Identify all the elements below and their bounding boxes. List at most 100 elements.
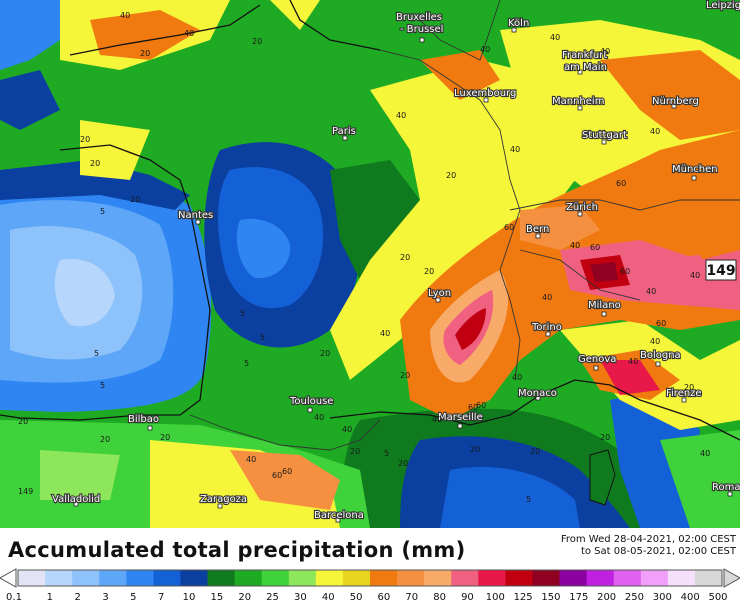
city-label: Bern (526, 224, 549, 235)
contour-label: 40 (184, 29, 194, 38)
legend-color-cell (505, 570, 533, 586)
legend-color-cell (532, 570, 560, 586)
city-label: Toulouse (289, 396, 333, 407)
country-borders (189, 0, 740, 451)
contour-label: 40 (550, 33, 560, 42)
legend-tick-label: 2 (74, 592, 81, 603)
city-label: Nantes (178, 210, 213, 221)
city-label: Zürich (566, 202, 598, 213)
contour-label: 60 (656, 319, 666, 328)
contour-label: 40 (650, 127, 660, 136)
contour-label: 60 (468, 403, 478, 412)
legend-color-cell (234, 570, 262, 586)
legend-tick-label: 0.1 (6, 592, 22, 603)
legend-tick-label: 40 (321, 592, 335, 603)
legend-color-cell (72, 570, 100, 586)
city-label: am Main (564, 62, 607, 73)
contour-label: 5 (384, 449, 389, 458)
contour-label: 40 (480, 45, 490, 54)
city-label: Paris (332, 126, 356, 137)
contour-label: 20 (350, 447, 360, 456)
contour-label: 5 (94, 349, 99, 358)
legend-color-cell (694, 570, 723, 586)
contour-label: 40 (512, 373, 522, 382)
contour-label: 40 (650, 337, 660, 346)
legend-color-cell (288, 570, 317, 586)
color-scale-labels: 0.1 1 2 3 5 7 10 15 20 25 30 40 50 60 70 80 90 100 125 150 1… (0, 592, 740, 608)
contour-label: 20 (100, 435, 110, 444)
legend-color-cell (207, 570, 235, 586)
legend-color-cell (451, 570, 479, 586)
contour-label: 60 (504, 223, 514, 232)
contour-label: 40 (314, 413, 324, 422)
city-label: Barcelona (314, 510, 364, 521)
contour-label: 40 (120, 11, 130, 20)
contour-label: 5 (100, 381, 105, 390)
city-labels: Bruxelles - Brussel Köln Leipzig Frankfu… (51, 0, 740, 522)
contour-label: 40 (570, 241, 580, 250)
contour-label: 40 (690, 271, 700, 280)
city-label: Nürnberg (652, 96, 699, 107)
legend-color-cell (667, 570, 696, 586)
legend-color-cell (613, 570, 642, 586)
legend-frame (17, 569, 723, 587)
contour-label: 20 (80, 135, 90, 144)
city-label: Stuttgart (582, 130, 627, 141)
legend-tick-label: 125 (513, 592, 533, 603)
legend-color-cell (261, 570, 290, 586)
contour-label: 20 (140, 49, 150, 58)
legend-tick-label: 25 (266, 592, 279, 603)
legend-tick-label: 1 (46, 592, 54, 603)
legend-color-cell (559, 570, 587, 586)
city-label: Firenze (666, 388, 702, 399)
contour-label: 40 (432, 415, 442, 424)
city-label: Torino (531, 322, 562, 333)
contour-label: 20 (320, 349, 330, 358)
contour-label: 40 (542, 293, 552, 302)
precipitation-map: Bruxelles - Brussel Köln Leipzig Frankfu… (0, 0, 740, 528)
legend-tick-label: 3 (102, 592, 109, 603)
contour-label: 60 (282, 467, 292, 476)
legend-color-cell (640, 570, 669, 586)
contour-label: 60 (616, 179, 626, 188)
contour-label: 60 (590, 243, 600, 252)
contour-label: 40 (628, 357, 638, 366)
atlantic-precip-field (0, 0, 212, 412)
legend-tick-label: 100 (485, 592, 505, 603)
contour-label: 5 (240, 309, 245, 318)
france-interior-field (204, 142, 420, 348)
legend-tick-label: 90 (461, 592, 474, 603)
city-label: Genova (578, 354, 616, 365)
contour-label: 60 (620, 267, 630, 276)
city-label: Milano (588, 300, 621, 311)
city-dots (73, 27, 733, 523)
contour-label: 20 (600, 433, 610, 442)
legend-tick-label: 300 (652, 592, 672, 603)
city-label: Monaco (518, 388, 557, 399)
legend-tick-label: 80 (433, 592, 446, 603)
contour-label: 20 (470, 445, 480, 454)
contour-label: 20 (398, 459, 408, 468)
legend-tick-label: 7 (158, 592, 165, 603)
contour-label: 20 (18, 417, 28, 426)
city-label: Marseille (438, 412, 483, 423)
contour-label: 20 (684, 383, 694, 392)
legend-tick-label: 30 (294, 592, 307, 603)
contour-label: 40 (646, 287, 656, 296)
right-arrow-icon (723, 568, 740, 588)
legend-color-cell (180, 570, 208, 586)
legend-tick-label: 50 (349, 592, 363, 603)
city-label: Roma (712, 482, 740, 493)
contour-label: 20 (130, 195, 140, 204)
city-label: Lyon (428, 288, 451, 299)
legend-tick-label: 70 (405, 592, 419, 603)
contour-labels: 40 40 20 20 40 40 40 40 20 20 40 20 5 5 … (18, 11, 710, 504)
legend-tick-label: 150 (541, 592, 561, 603)
contour-label: 40 (246, 455, 256, 464)
city-label: Köln (508, 18, 529, 29)
city-label: Valladolid (52, 494, 100, 505)
contour-label: 149 (18, 487, 33, 496)
period-to: to Sat 08-05-2021, 02:00 CEST (580, 546, 736, 557)
city-label: - Brussel (400, 24, 443, 35)
forecast-period: From Wed 28-04-2021, 02:00 CEST to Sat 0… (561, 534, 736, 558)
